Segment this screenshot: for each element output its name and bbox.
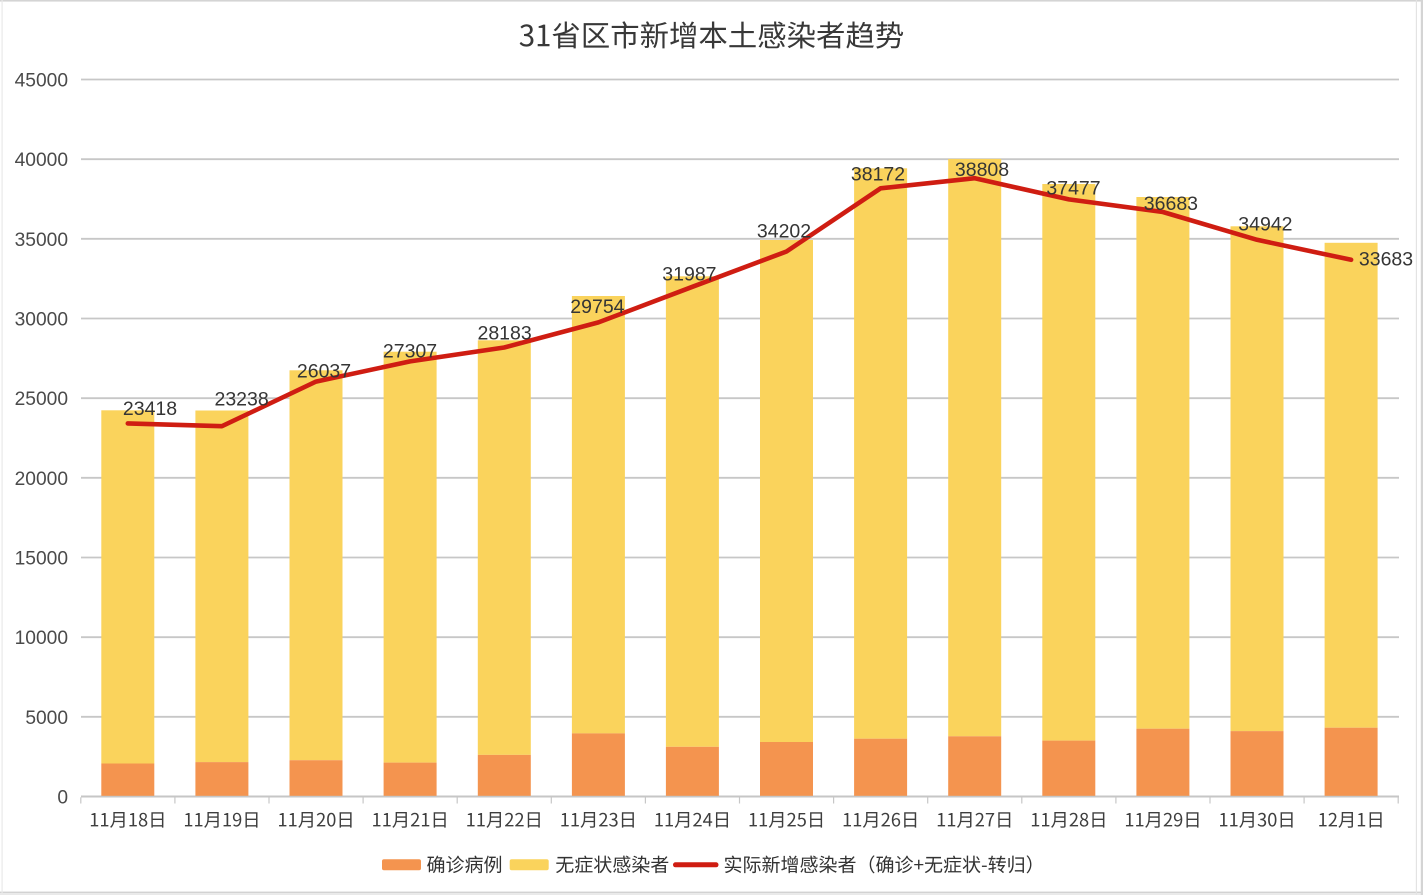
svg-text:27307: 27307 [383,341,437,363]
svg-text:25000: 25000 [15,389,68,410]
svg-text:40000: 40000 [15,150,68,171]
svg-text:38808: 38808 [955,159,1009,181]
svg-text:10000: 10000 [15,628,68,649]
svg-text:5000: 5000 [25,708,68,729]
svg-text:23238: 23238 [214,389,268,411]
svg-text:23418: 23418 [123,398,177,420]
svg-text:33683: 33683 [1359,248,1413,270]
svg-text:20000: 20000 [15,469,68,490]
svg-text:38172: 38172 [851,164,905,186]
svg-text:35000: 35000 [15,230,68,251]
svg-text:36683: 36683 [1144,193,1198,215]
svg-text:29754: 29754 [570,296,624,318]
svg-text:31987: 31987 [662,263,716,285]
svg-text:26037: 26037 [297,361,351,383]
svg-text:34202: 34202 [757,220,811,242]
svg-text:34942: 34942 [1238,214,1292,236]
svg-text:30000: 30000 [15,310,68,331]
svg-text:28183: 28183 [477,322,531,344]
svg-text:37477: 37477 [1046,178,1100,200]
svg-text:0: 0 [57,788,68,809]
svg-text:15000: 15000 [15,549,68,570]
svg-text:45000: 45000 [15,71,68,92]
